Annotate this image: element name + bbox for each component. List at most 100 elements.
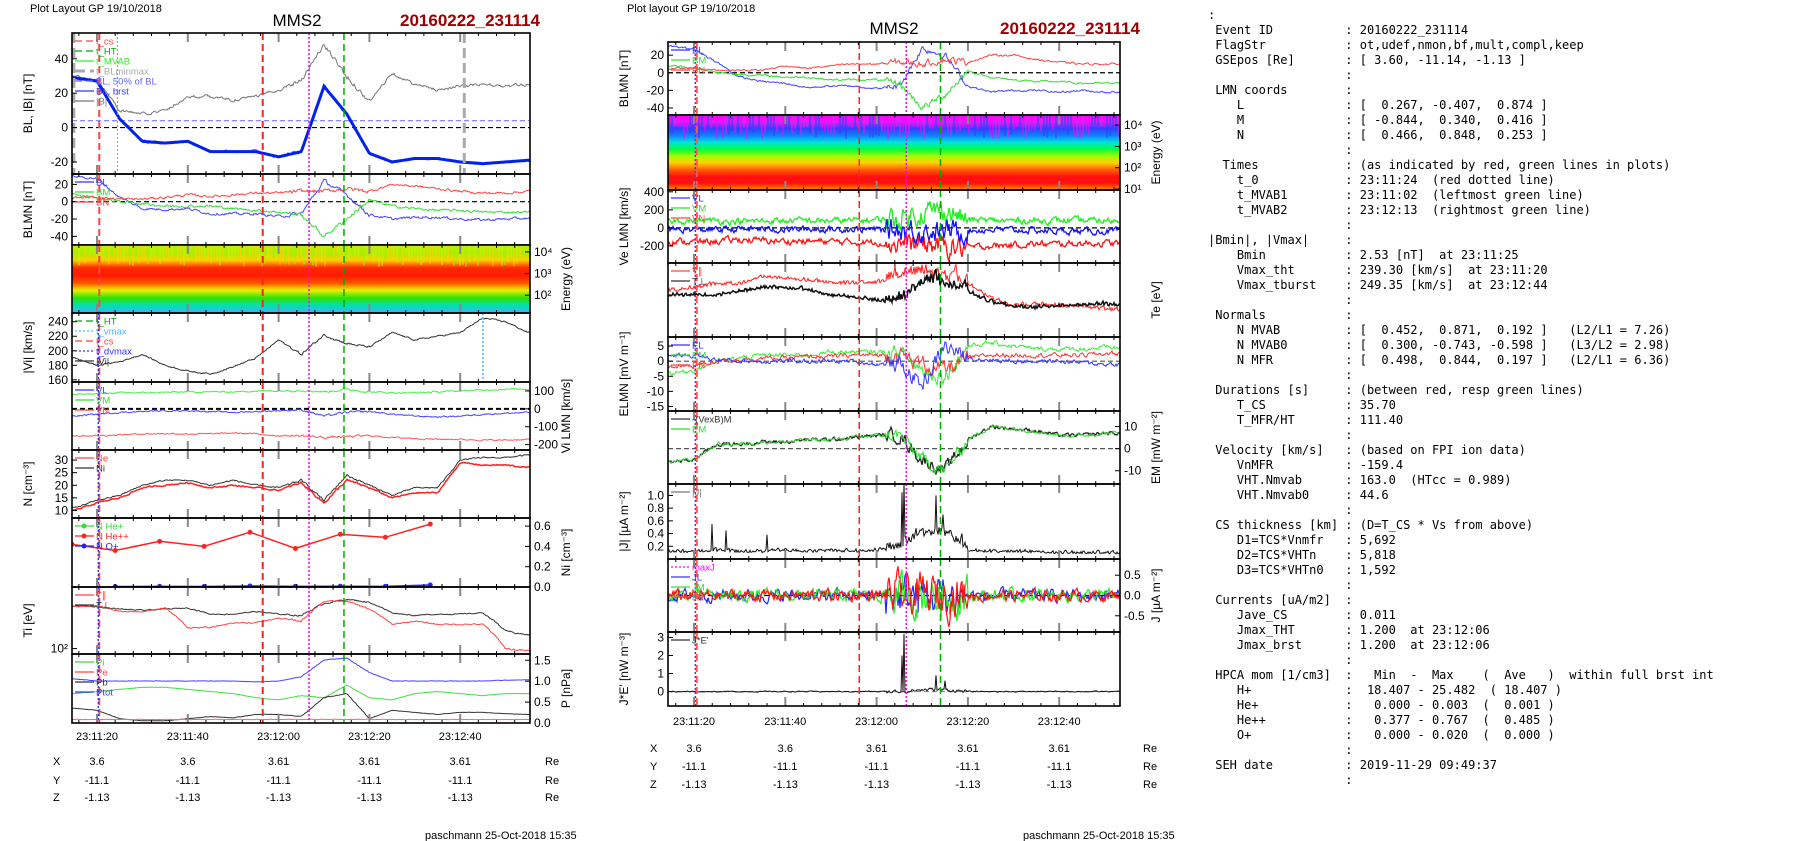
spectrogram-speckle — [279, 245, 281, 265]
spectrogram-speckle — [276, 245, 278, 260]
panel-plot-area — [72, 450, 530, 518]
spectrogram-speckle — [779, 115, 781, 125]
data-point-He++ — [157, 538, 163, 544]
summary-value: : (based on FPI ion data) — [1345, 443, 1526, 457]
spectrogram-speckle — [767, 115, 769, 130]
summary-value: : 163.0 (HTcc = 0.989) — [1345, 473, 1512, 487]
summary-row: : — [1208, 218, 1714, 233]
y-tick-label: -10 — [647, 384, 665, 398]
spectrogram-speckle — [722, 115, 724, 139]
y-tick-label: 10 — [55, 503, 69, 517]
y-tick-label: 0 — [1124, 442, 1131, 456]
series-BM — [72, 193, 530, 238]
spectrogram-speckle — [971, 115, 973, 128]
panel-plot-area — [72, 382, 530, 450]
spectrogram-speckle — [459, 245, 461, 266]
spectrogram-speckle — [162, 245, 164, 261]
spectrogram-speckle — [294, 245, 296, 265]
spectrogram-speckle — [201, 245, 203, 258]
data-point-O+ — [427, 582, 433, 587]
summary-row: : — [1208, 773, 1714, 788]
summary-value: : 1.200 at 23:12:06 — [1345, 638, 1490, 652]
spectrogram-speckle — [806, 115, 808, 128]
spectrogram-speckle — [495, 245, 497, 255]
summary-label: O+ — [1208, 728, 1252, 742]
summary-value: : 35.70 — [1345, 398, 1396, 412]
summary-label: CS thickness [km] — [1208, 518, 1339, 532]
position-value: -11.1 — [682, 761, 706, 773]
series--VexB-M — [668, 424, 1120, 475]
position-value: -11.1 — [266, 775, 290, 787]
position-value: 3.6 — [778, 743, 793, 755]
spectrogram-speckle — [1109, 115, 1111, 137]
spectrogram-speckle — [788, 115, 790, 127]
series-Tpar — [72, 599, 530, 652]
y-tick-label: 180 — [48, 358, 68, 372]
time-axis-label: 23:12:40 — [1038, 716, 1081, 728]
position-value: -11.1 — [176, 775, 200, 787]
spectrogram-speckle — [950, 115, 952, 137]
spectrogram-speckle — [522, 245, 524, 255]
position-value: -1.13 — [84, 792, 109, 804]
legend-label: VN — [96, 406, 109, 417]
spectrogram-speckle — [1040, 115, 1042, 132]
y-tick-label: 20 — [55, 177, 69, 191]
spectrogram-speckle — [866, 115, 868, 126]
spectrogram-speckle — [740, 115, 742, 135]
spectrogram-speckle — [989, 115, 991, 136]
legend-label: Pi — [96, 658, 104, 669]
spectrogram-speckle — [854, 115, 856, 129]
panel-plot-area — [668, 484, 1120, 559]
spectrogram-speckle — [444, 245, 446, 256]
summary-value: : (between red, resp green lines) — [1345, 383, 1584, 397]
spectrogram-speckle — [318, 245, 320, 254]
spectrogram-speckle — [402, 245, 404, 265]
spectrogram-speckle — [1100, 115, 1102, 127]
spectrogram-speckle — [465, 245, 467, 267]
position-value: -11.1 — [864, 761, 888, 773]
spectrogram-speckle — [1091, 115, 1093, 131]
spectrogram-speckle — [159, 245, 161, 264]
spectrogram-speckle — [237, 245, 239, 256]
spectrogram-speckle — [944, 115, 946, 126]
summary-row: : — [1208, 653, 1714, 668]
spectrogram-speckle — [246, 245, 248, 254]
summary-row: N MVAB0: [ 0.300, -0.743, -0.598 ] (L3/L… — [1208, 338, 1714, 353]
legend-label: -(VexB)M — [692, 415, 732, 426]
y-tick-label: 0 — [61, 195, 68, 209]
summary-row: D3=TCS*VHTn0: 1,592 — [1208, 563, 1714, 578]
data-point-He++ — [201, 543, 207, 549]
panel-plot-area — [668, 632, 1120, 706]
panel-9: 0 1 2 3 J*E' [nW m⁻³] J*E' — [617, 630, 1121, 707]
spectrogram-speckle — [914, 115, 916, 127]
panel-plot-area — [72, 245, 530, 313]
series--B- — [72, 44, 530, 116]
summary-row: FlagStr: ot,udef,nmon,bf,mult,compl,keep — [1208, 38, 1714, 53]
series-Ne — [72, 461, 530, 512]
spectrogram-speckle — [1046, 115, 1048, 138]
summary-value: : [ 0.498, 0.844, 0.197 ] (L2/L1 = 6.36) — [1345, 353, 1671, 367]
spectrogram-speckle — [848, 115, 850, 127]
spectrogram-speckle — [758, 115, 760, 128]
position-value: -1.13 — [773, 779, 798, 791]
spectrogram-speckle — [261, 245, 263, 266]
summary-value: : 23:12:13 (rightmost green line) — [1345, 203, 1591, 217]
spectrogram-speckle — [872, 115, 874, 138]
y-axis-label: Energy (eV) — [559, 247, 573, 311]
spectrogram-speckle — [731, 115, 733, 132]
spectrogram-speckle — [941, 115, 943, 138]
event-id-title: 20160222_231114 — [400, 11, 540, 30]
spectrogram-speckle — [707, 115, 709, 128]
spectrogram-speckle — [1067, 115, 1069, 135]
y-tick-label: -20 — [51, 212, 69, 226]
spectrogram-speckle — [1022, 115, 1024, 135]
spectrogram-speckle — [1094, 115, 1096, 125]
series-Tperp — [72, 598, 530, 636]
spectrogram-speckle — [528, 245, 530, 256]
spectrogram-speckle — [204, 245, 206, 261]
data-point-O+ — [337, 583, 343, 587]
spectrogram-speckle — [438, 245, 440, 261]
legend-label: VM — [96, 396, 110, 407]
y-axis-label: J [µA m⁻²] — [1149, 569, 1163, 623]
spectrogram-speckle — [875, 115, 877, 136]
